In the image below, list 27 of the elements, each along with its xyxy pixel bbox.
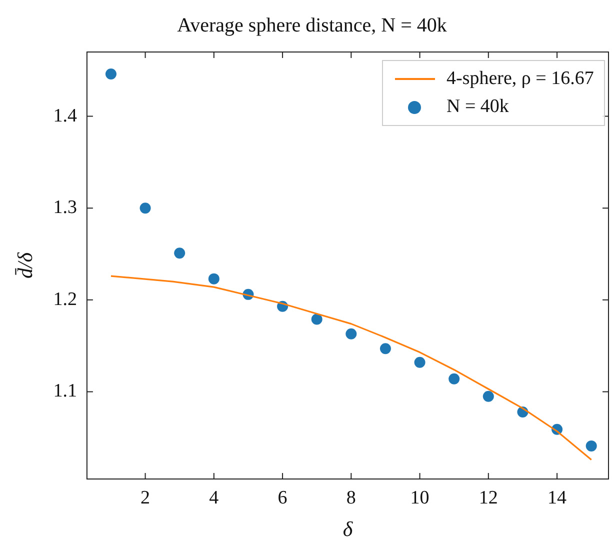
x-tick-label: 10 — [410, 487, 430, 508]
chart-title: Average sphere distance, N = 40k — [177, 14, 447, 36]
point — [105, 68, 116, 80]
y-tick-label: 1.2 — [53, 288, 77, 310]
y-tick-label: 1.4 — [53, 105, 78, 126]
point — [414, 356, 426, 368]
point — [482, 390, 494, 402]
point — [208, 273, 220, 284]
y-tick-label: 1.1 — [53, 380, 77, 402]
y-tick-label: 1.3 — [53, 197, 77, 218]
point — [380, 343, 391, 354]
point — [448, 373, 460, 384]
x-tick-label: 2 — [140, 487, 150, 508]
x-tick-label: 14 — [548, 487, 568, 508]
point — [586, 440, 597, 452]
x-tick-label: 8 — [346, 487, 356, 508]
x-tick-label: 4 — [209, 487, 220, 508]
legend-label: 4-sphere, ρ = 16.67 — [446, 68, 594, 90]
point — [140, 202, 151, 214]
point — [174, 248, 186, 259]
point — [346, 328, 357, 340]
x-tick-label: 6 — [278, 487, 288, 508]
x-tick-label: 12 — [478, 487, 498, 508]
point — [311, 314, 322, 325]
x-axis-title: δ — [342, 516, 354, 541]
legend-label: N = 40k — [446, 96, 509, 118]
y-axis-title: d̄/δ — [13, 251, 38, 279]
